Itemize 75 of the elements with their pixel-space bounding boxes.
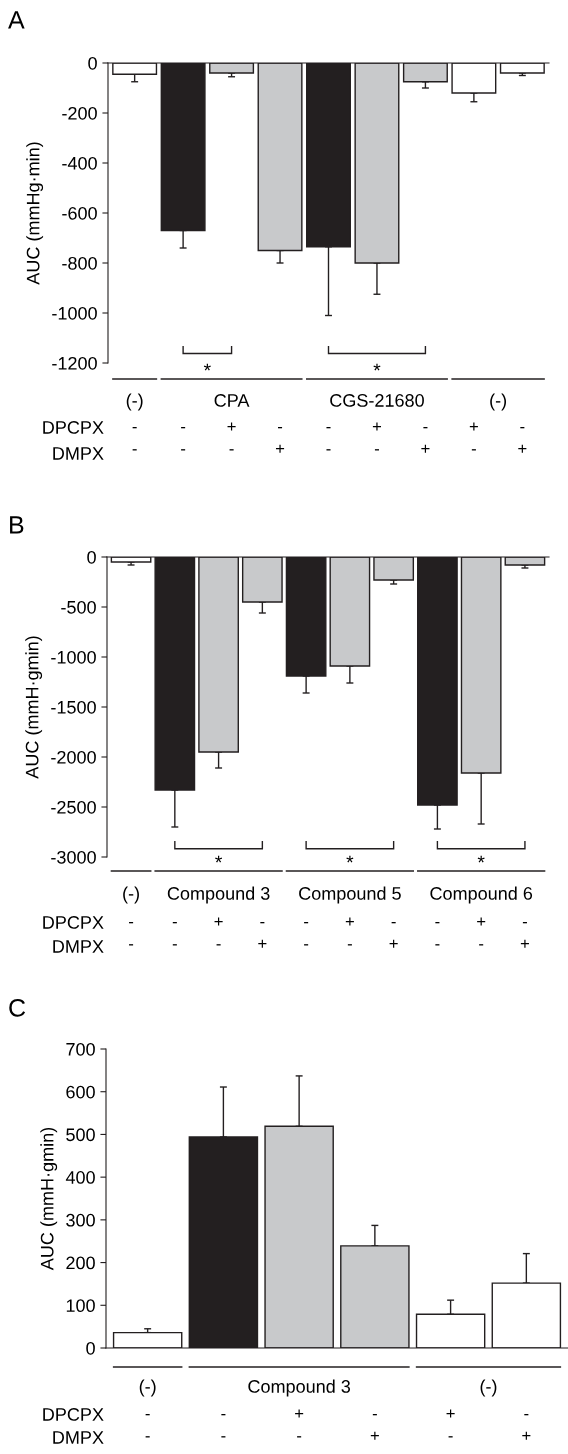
y-tick-label: -1000 [52,306,97,320]
y-axis-title: AUC (mmHg·min) [26,142,44,285]
text: CGS-21680 [330,394,424,407]
text: CPA [214,394,250,407]
y-tick-label: 400 [65,1171,95,1184]
y-tick-label: -3000 [51,850,96,864]
y-tick-label: 0 [88,56,97,70]
y-tick-label: -1200 [52,356,97,370]
x-tick-label: - + [258,922,267,948]
category-label: - - [304,922,309,946]
text: * [373,363,381,371]
category-label: - - [326,427,331,451]
category-label: - - [129,922,134,946]
annotation: * [346,855,354,863]
text: DMPX [53,940,104,953]
text: DPCPX [43,421,104,434]
text: DPCPX [43,916,104,929]
y-tick-label: -2500 [51,800,96,814]
annotation: * [477,855,485,863]
y-tick-label: -1500 [51,700,96,714]
y-tick-label: -2000 [51,750,96,764]
text: * [203,363,211,371]
y-tick-label: -800 [62,256,97,270]
text: Compound 5 [299,886,401,904]
x-tick-label: + - [446,1409,455,1438]
y-tick-label: -400 [62,156,97,170]
chart-title: B [10,516,24,534]
text: (-) [139,1379,156,1397]
x-tick-label: - + [370,1414,379,1440]
chart-title: C [9,999,26,1017]
y-tick-label: 300 [66,1213,95,1227]
x-tick-label: + - [345,917,354,946]
y-tick-label: 0 [87,550,96,564]
text: DMPX [53,1431,104,1444]
text: (-) [480,1379,497,1397]
text: (-) [123,886,139,904]
y-tick-label: -600 [62,206,97,220]
y-tick-label: 500 [66,1128,95,1142]
y-tick-label: -500 [61,600,96,614]
category-label: - - [181,427,186,451]
category-label: - - [132,427,137,451]
text: Compound 6 [430,886,533,904]
category-label: - - [172,922,177,946]
y-tick-label: 200 [66,1256,95,1270]
text: Compound 3 [248,1379,351,1397]
text: (-) [126,393,143,411]
annotation: * [215,855,223,863]
y-tick-label: 700 [66,1042,95,1056]
x-tick-label: + - [477,917,486,946]
x-tick-label: - + [520,922,529,948]
x-tick-label: + - [469,422,478,451]
y-tick-label: -200 [62,106,97,120]
category-label: - - [145,1414,150,1438]
text: DMPX [53,447,104,460]
y-axis-title: AUC (mmH·gmin) [40,1127,58,1271]
x-tick-label: + - [227,422,236,451]
x-tick-label: + - [214,917,223,946]
chart-title: A [8,11,25,29]
x-tick-label: - + [389,922,398,948]
x-tick-label: - + [275,427,285,453]
y-tick-label: -1000 [51,650,96,664]
y-tick-label: 100 [66,1299,95,1313]
category-label: - - [221,1414,226,1438]
x-tick-label: - + [522,1414,531,1440]
x-tick-label: + - [372,422,382,451]
category-label: - - [435,922,440,946]
x-tick-label: + - [295,1409,304,1438]
text: Compound 3 [167,886,270,904]
x-tick-label: - + [518,427,527,453]
y-axis-title: AUC (mmH·gmin) [25,636,43,779]
y-tick-label: 0 [86,1341,95,1355]
y-tick-label: 600 [66,1085,95,1099]
x-tick-label: - + [421,427,430,453]
text: (-) [490,393,507,411]
text: DPCPX [43,1408,104,1421]
